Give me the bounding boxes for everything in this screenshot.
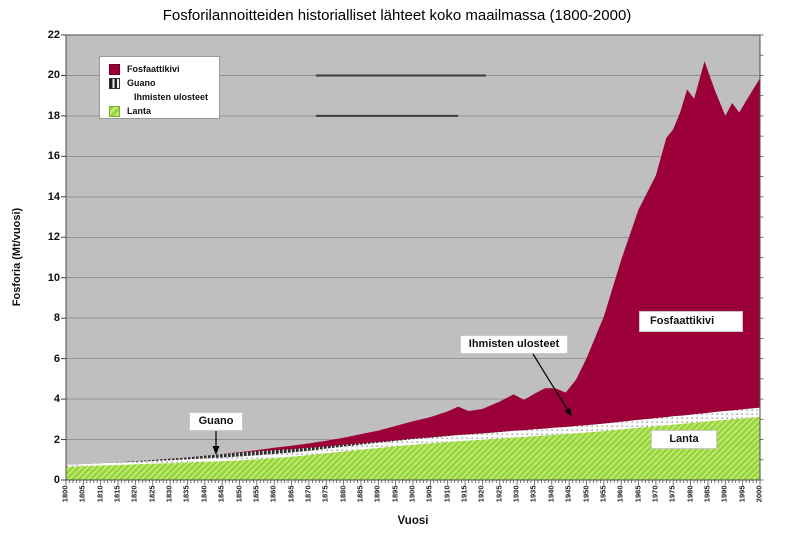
human-annotation-arrowhead <box>564 407 572 417</box>
x-tick-label: 1825 <box>147 485 157 503</box>
x-tick-label: 1860 <box>268 485 278 503</box>
x-tick-label: 1820 <box>129 485 139 503</box>
x-tick-label: 1995 <box>737 485 747 503</box>
x-tick-label: 1950 <box>581 485 590 503</box>
x-tick-label: 1855 <box>251 485 261 503</box>
y-tick-label: 10 <box>47 271 60 284</box>
fosfaattikivi-swatch-icon <box>109 63 120 75</box>
x-tick-label: 1985 <box>702 485 712 503</box>
x-tick-label: 1830 <box>164 485 174 503</box>
x-axis-title: Vuosi <box>397 515 429 527</box>
chart-plot-area <box>61 34 764 485</box>
x-tick-label: 1815 <box>112 485 122 503</box>
guano-annotation-arrowhead <box>212 446 220 455</box>
x-tick-label: 1845 <box>216 485 226 503</box>
legend-item-lanta: Lanta <box>109 104 219 118</box>
x-tick-label: 1975 <box>667 485 677 503</box>
x-tick-label: 1875 <box>320 485 330 503</box>
legend-label: Guano <box>127 78 156 88</box>
area-lanta <box>66 416 760 480</box>
y-tick-label: 12 <box>47 231 60 244</box>
x-tick-label: 1840 <box>199 485 209 503</box>
x-tick-label: 1930 <box>511 485 521 503</box>
y-tick-label: 16 <box>47 150 60 163</box>
x-tick-label: 1990 <box>719 485 729 503</box>
x-tick-label: 1940 <box>546 485 556 503</box>
y-axis-title: Fosforia (Mt/vuosi) <box>11 207 23 307</box>
legend-label: Ihmisten ulosteet <box>134 92 209 102</box>
x-tick-label: 1970 <box>650 485 660 503</box>
x-tick-label: 1850 <box>234 485 243 503</box>
y-tick-label: 2 <box>53 433 60 446</box>
human-annotation-arrow <box>532 353 568 410</box>
manure-annotation-label: Lanta <box>651 430 717 449</box>
x-tick-label: 1800 <box>60 485 70 503</box>
x-tick-label: 1955 <box>598 485 608 503</box>
x-tick-label: 1880 <box>338 485 348 503</box>
x-tick-label: 1805 <box>77 485 87 503</box>
x-tick-label: 1885 <box>355 485 365 503</box>
legend-item-fosfaattikivi: Fosfaattikivi <box>109 62 219 76</box>
y-tick-label: 6 <box>53 352 60 365</box>
legend: Fosfaattikivi Guano Ihmisten ulosteet La… <box>99 56 220 119</box>
x-tick-label: 1920 <box>476 485 486 503</box>
guano-annotation-label: Guano <box>189 412 243 431</box>
y-tick-label: 4 <box>53 393 60 406</box>
legend-label: Lanta <box>127 106 152 116</box>
x-tick-label: 1965 <box>633 485 643 503</box>
y-tick-label: 20 <box>47 69 60 82</box>
x-tick-label: 1980 <box>685 485 695 503</box>
x-tick-label: 1925 <box>494 485 504 503</box>
y-tick-label: 8 <box>53 312 60 325</box>
y-tick-label: 18 <box>47 109 60 122</box>
lanta-swatch-icon <box>109 105 120 117</box>
x-tick-label: 1865 <box>286 485 296 503</box>
x-tick-label: 1900 <box>407 485 417 503</box>
legend-item-ihmisten-ulosteet: Ihmisten ulosteet <box>109 90 219 104</box>
phosphate-rock-annotation-label: Fosfaattikivi <box>639 311 743 332</box>
x-tick-label: 1935 <box>528 485 538 503</box>
x-tick-label: 1960 <box>615 485 625 503</box>
x-tick-label: 1870 <box>303 485 313 503</box>
x-tick-label: 1915 <box>459 485 469 503</box>
guano-swatch-icon <box>109 77 120 89</box>
y-tick-label: 22 <box>47 29 60 41</box>
legend-item-guano: Guano <box>109 76 219 90</box>
x-tick-label: 2000 <box>754 485 764 503</box>
y-tick-label: 14 <box>47 190 60 203</box>
x-tick-label: 1945 <box>563 485 573 503</box>
human-excreta-annotation-label: Ihmisten ulosteet <box>460 335 568 354</box>
area-fosfaattikivi <box>66 61 760 481</box>
x-tick-label: 1895 <box>390 485 400 503</box>
x-tick-label: 1910 <box>442 485 452 503</box>
legend-label: Fosfaattikivi <box>127 64 180 74</box>
chart-title: Fosforilannoitteiden historialliset läht… <box>162 7 632 24</box>
x-tick-label: 1810 <box>95 485 105 503</box>
y-tick-label: 0 <box>53 474 60 486</box>
x-tick-label: 1890 <box>372 485 382 503</box>
x-tick-label: 1835 <box>181 485 191 503</box>
x-tick-label: 1905 <box>424 485 434 503</box>
